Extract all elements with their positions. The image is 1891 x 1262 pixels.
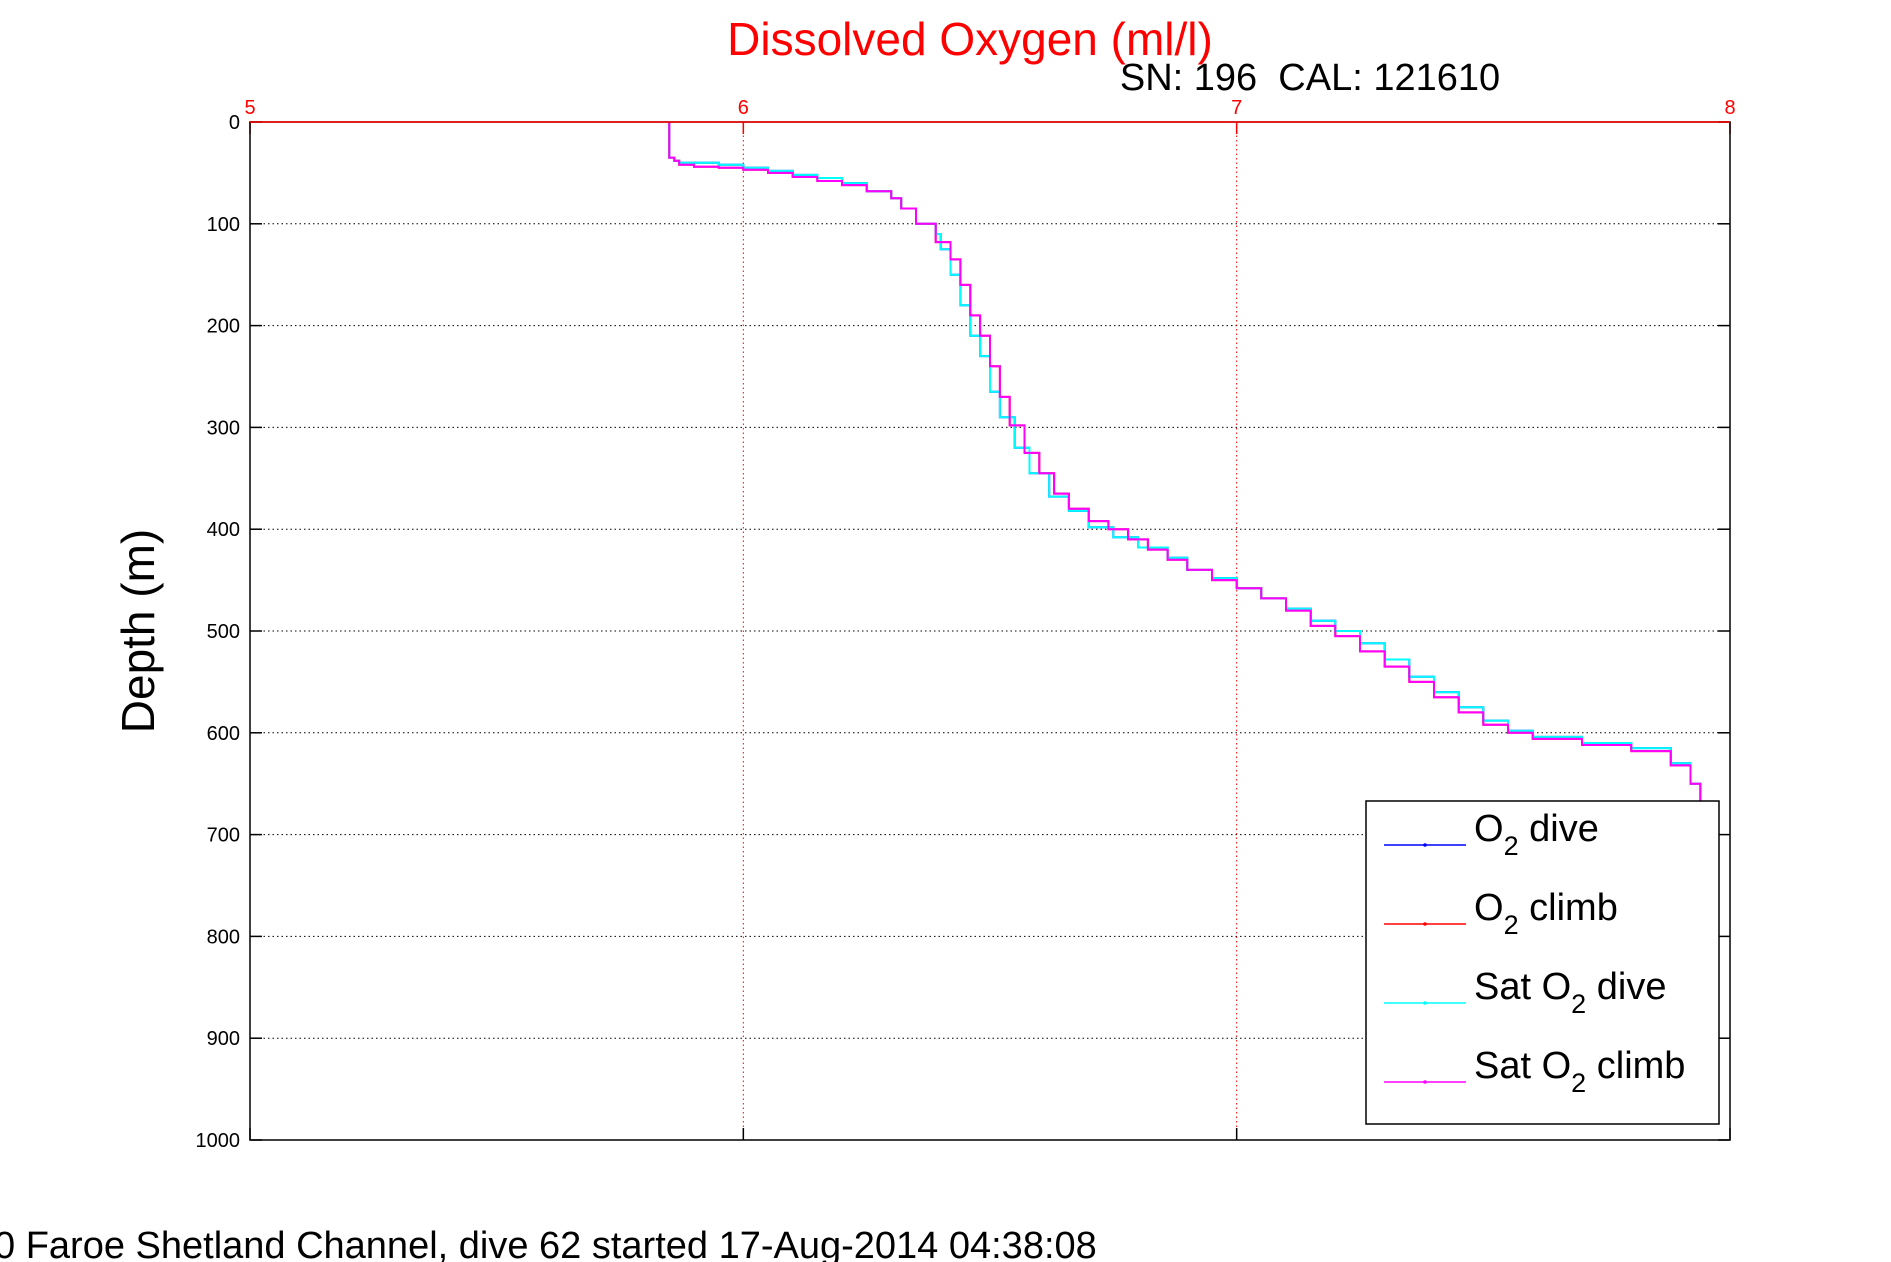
legend-entry: O2 dive — [1384, 808, 1599, 861]
x-tick-label: 7 — [1231, 97, 1242, 119]
legend-entry: O2 climb — [1384, 887, 1618, 940]
legend-entries: O2 dive O2 climb Sat O2 dive Sat O2 climb — [1384, 808, 1685, 1098]
legend-marker — [1423, 922, 1427, 926]
legend-marker — [1423, 1001, 1427, 1005]
legend: O2 dive O2 climb Sat O2 dive Sat O2 climb — [1365, 800, 1720, 1125]
legend-box — [1365, 800, 1720, 1125]
series-line-3 — [668, 122, 1716, 841]
data-series — [668, 122, 1716, 846]
footer-caption: 0 Faroe Shetland Channel, dive 62 starte… — [0, 1225, 1097, 1262]
legend-label: O2 climb — [1474, 887, 1618, 940]
chart-title: Dissolved Oxygen (ml/l) — [727, 13, 1213, 65]
legend-label: O2 dive — [1474, 808, 1599, 861]
chart-subtitle: SN: 196 CAL: 121610 — [1120, 57, 1500, 99]
legend-marker — [1423, 843, 1427, 847]
y-tick-label: 0 — [229, 112, 240, 134]
y-tick-label: 400 — [207, 519, 240, 541]
y-tick-label: 100 — [207, 214, 240, 236]
y-tick-label: 800 — [207, 926, 240, 948]
y-tick-label: 700 — [207, 825, 240, 847]
legend-label: Sat O2 climb — [1474, 1045, 1685, 1098]
x-tick-label: 6 — [738, 97, 749, 119]
y-tick-label: 200 — [207, 316, 240, 338]
x-tick-label: 5 — [244, 97, 255, 119]
legend-entry: Sat O2 dive — [1384, 966, 1666, 1019]
legend-marker — [1423, 1080, 1427, 1084]
y-tick-label: 500 — [207, 621, 240, 643]
y-tick-label: 900 — [207, 1028, 240, 1050]
y-axis-label: Depth (m) — [112, 529, 164, 733]
x-tick-label: 8 — [1724, 97, 1735, 119]
legend-entry: Sat O2 climb — [1384, 1045, 1685, 1098]
y-tick-label: 600 — [207, 723, 240, 745]
y-tick-label: 1000 — [196, 1130, 241, 1152]
y-tick-label: 300 — [207, 417, 240, 439]
legend-label: Sat O2 dive — [1474, 966, 1666, 1019]
axis-ticks: 0 100 200 300 400 500 600 700 800 900 1000 5 6 7 8 — [196, 97, 1736, 1152]
